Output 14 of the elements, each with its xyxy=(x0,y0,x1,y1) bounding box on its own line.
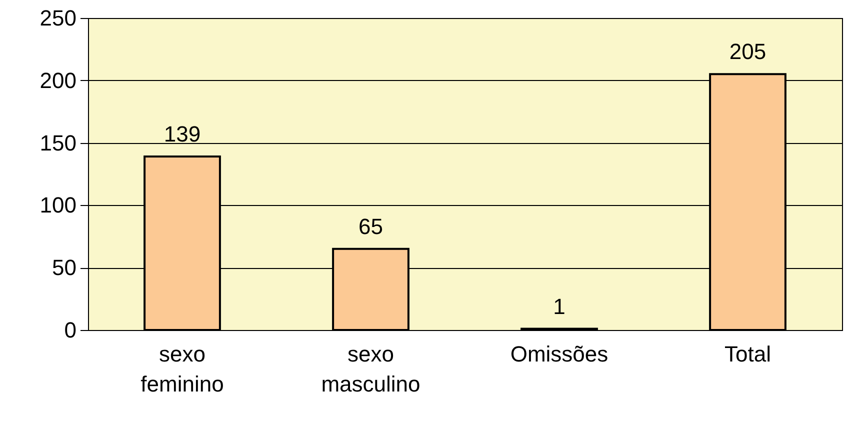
x-tick-label: Omissões xyxy=(510,342,608,366)
y-tick-label: 150 xyxy=(40,130,76,156)
x-tick-label: Total xyxy=(724,342,771,366)
y-tick-label: 50 xyxy=(52,255,76,280)
data-label: 1 xyxy=(553,294,566,319)
data-label: 65 xyxy=(358,214,383,239)
data-label: 205 xyxy=(729,39,766,64)
y-tick-label: 250 xyxy=(40,6,76,30)
x-tick-label: sexo masculino xyxy=(321,342,420,396)
data-label: 139 xyxy=(164,122,201,147)
y-tick-label: 200 xyxy=(40,68,76,93)
x-tick-label: sexo feminino xyxy=(140,342,224,396)
y-tick-label: 0 xyxy=(64,318,76,342)
y-tick-label: 100 xyxy=(40,192,76,218)
